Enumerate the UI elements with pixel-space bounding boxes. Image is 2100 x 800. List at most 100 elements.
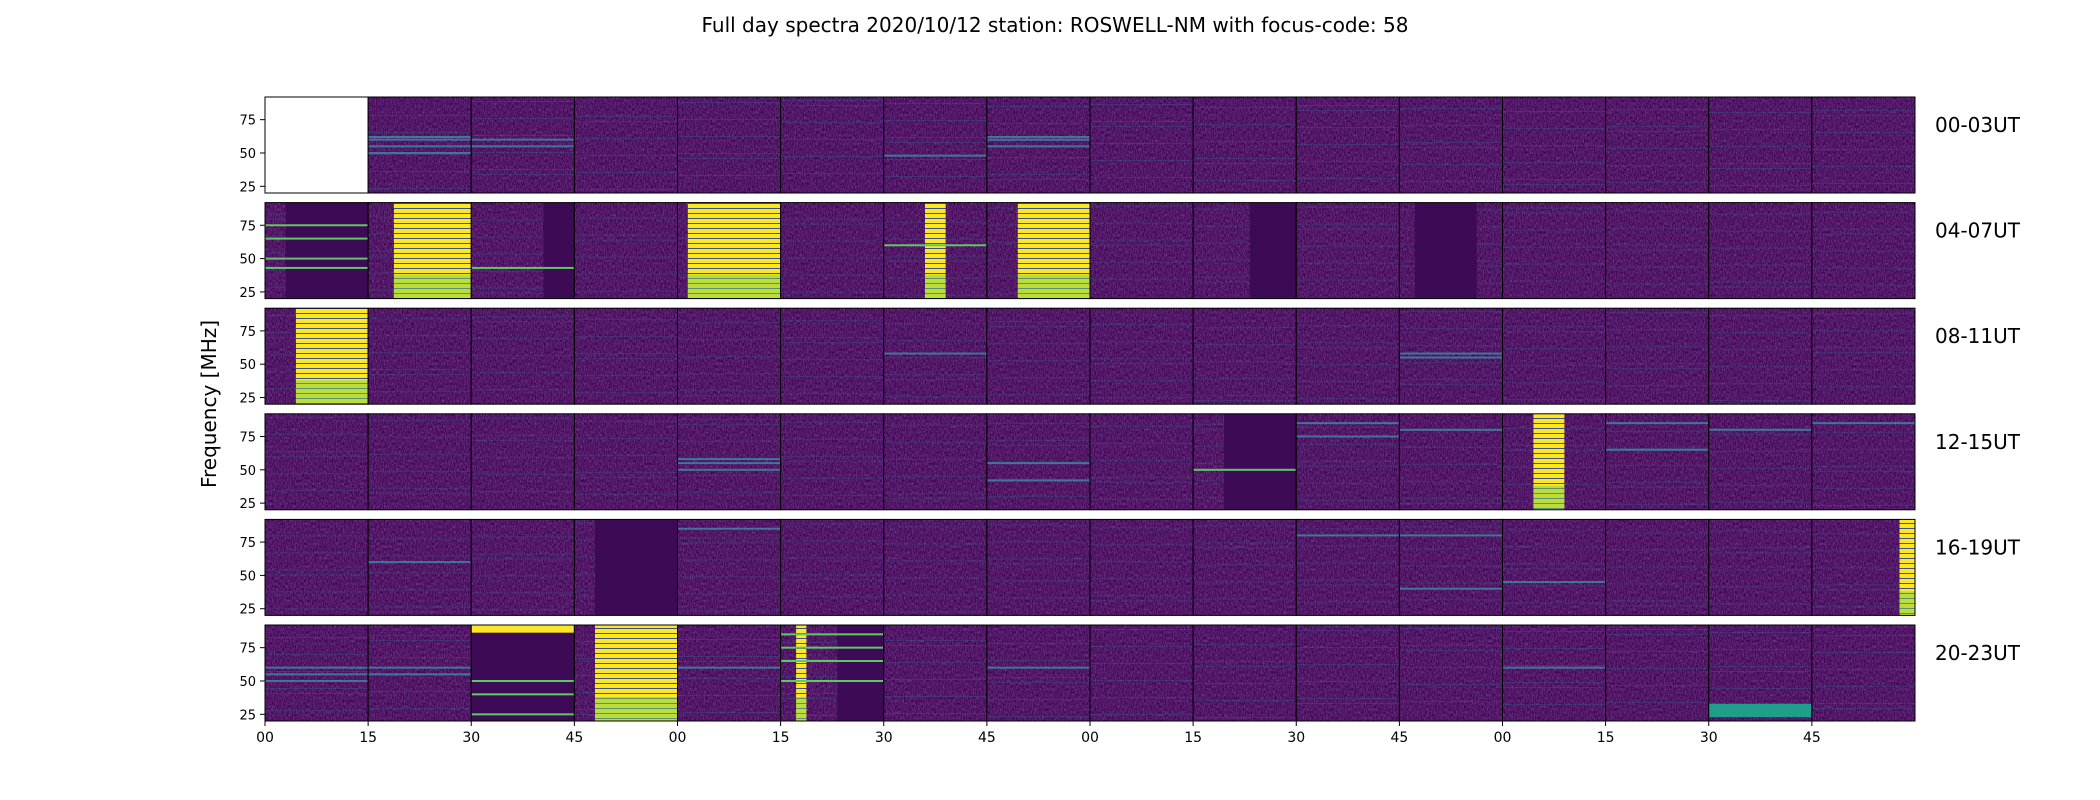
- noise-band: [1296, 245, 1400, 247]
- noise-band: [1193, 107, 1297, 108]
- spectra-panel: [367, 624, 472, 722]
- signal-band: [265, 673, 369, 676]
- noise-band: [265, 574, 369, 576]
- noise-band: [986, 563, 1090, 565]
- spectra-panel: [1398, 518, 1503, 616]
- signal-band: [1502, 581, 1606, 584]
- bright-region-lower: [1899, 591, 1915, 616]
- dark-region: [471, 625, 575, 721]
- noise-band: [368, 171, 472, 172]
- noise-band: [471, 292, 575, 294]
- y-tick-label: 75: [239, 642, 256, 657]
- panel-noise: [1605, 625, 1709, 721]
- noise-band: [471, 135, 575, 136]
- noise-band: [1811, 228, 1915, 230]
- noise-band: [1605, 227, 1709, 229]
- signal-band: [368, 673, 472, 676]
- spectra-panel: [470, 202, 575, 300]
- panel-noise: [883, 519, 987, 616]
- spectra-panel: [986, 518, 1091, 616]
- noise-band: [677, 537, 781, 539]
- y-tick-label: 50: [239, 675, 256, 690]
- noise-band: [986, 422, 1090, 424]
- panel-noise: [368, 519, 472, 616]
- noise-band: [780, 156, 884, 157]
- noise-band: [1811, 584, 1915, 586]
- noise-band: [1399, 446, 1503, 448]
- x-tick-label: 45: [1803, 730, 1821, 746]
- noise-band: [1605, 182, 1709, 183]
- spectra-row: 25 50 75 04-07UT: [239, 202, 2021, 301]
- panel-noise: [471, 97, 575, 193]
- noise-band: [1296, 579, 1400, 581]
- noise-band: [1502, 145, 1606, 146]
- noise-band: [1296, 325, 1400, 327]
- noise-band: [883, 103, 987, 104]
- noise-band: [1811, 686, 1915, 687]
- noise-band: [1399, 497, 1503, 499]
- spectra-panel: [1502, 624, 1607, 722]
- noise-band: [1090, 261, 1194, 263]
- spectra-panel: [986, 202, 1091, 300]
- signal-band: [883, 154, 987, 157]
- noise-band: [1296, 223, 1400, 225]
- spectra-panel: [1502, 96, 1607, 194]
- noise-band: [1090, 358, 1194, 360]
- noise-band: [265, 416, 369, 418]
- spectra-panel: [883, 518, 988, 616]
- spectra-panel: [1295, 96, 1400, 194]
- noise-band: [883, 120, 987, 121]
- noise-band: [471, 174, 575, 175]
- noise-band: [1399, 650, 1503, 651]
- spectra-panel: [1192, 413, 1297, 511]
- noise-band: [1296, 347, 1400, 349]
- spectra-panel: [367, 518, 472, 616]
- noise-band: [780, 240, 884, 242]
- noise-band: [1811, 550, 1915, 552]
- spectra-panel: [573, 624, 678, 722]
- noise-band: [1502, 704, 1606, 705]
- noise-band: [1708, 168, 1812, 169]
- signal-line: [1193, 468, 1297, 471]
- noise-band: [1090, 697, 1194, 698]
- noise-band: [1090, 578, 1194, 580]
- spectra-panel: [1295, 202, 1400, 300]
- bright-region-lower: [1017, 274, 1090, 299]
- noise-band: [574, 155, 678, 156]
- noise-band: [1193, 644, 1297, 645]
- noise-band: [1502, 568, 1606, 570]
- noise-band: [1502, 665, 1606, 666]
- noise-band: [986, 478, 1090, 480]
- noise-band: [1193, 717, 1297, 718]
- noise-band: [986, 677, 1090, 678]
- noise-band: [1193, 163, 1297, 164]
- noise-band: [883, 137, 987, 138]
- panel-noise: [1605, 413, 1709, 510]
- spectra-panel: [1398, 624, 1503, 722]
- noise-band: [1296, 664, 1400, 665]
- noise-band: [1708, 281, 1812, 283]
- panel-noise: [1811, 97, 1915, 193]
- panel-noise: [1399, 413, 1503, 510]
- y-tick-label: 25: [239, 392, 256, 407]
- noise-band: [1708, 666, 1812, 667]
- noise-band: [574, 476, 678, 478]
- noise-band: [1708, 163, 1812, 164]
- noise-band: [1708, 400, 1812, 402]
- spectra-panel: [1811, 518, 1916, 616]
- x-tick-label: 15: [772, 730, 790, 746]
- noise-band: [780, 715, 884, 716]
- noise-band: [1811, 313, 1915, 315]
- spectra-row: 25 50 75 16-19UT: [239, 518, 2021, 618]
- noise-band: [1605, 283, 1709, 285]
- noise-band: [780, 100, 884, 101]
- noise-band: [780, 523, 884, 525]
- panel-frame: [1811, 518, 1916, 616]
- noise-band: [1090, 324, 1194, 326]
- signal-line: [265, 237, 369, 240]
- noise-band: [883, 679, 987, 680]
- noise-band: [1708, 688, 1812, 689]
- noise-band: [1399, 548, 1503, 550]
- noise-band: [677, 656, 781, 657]
